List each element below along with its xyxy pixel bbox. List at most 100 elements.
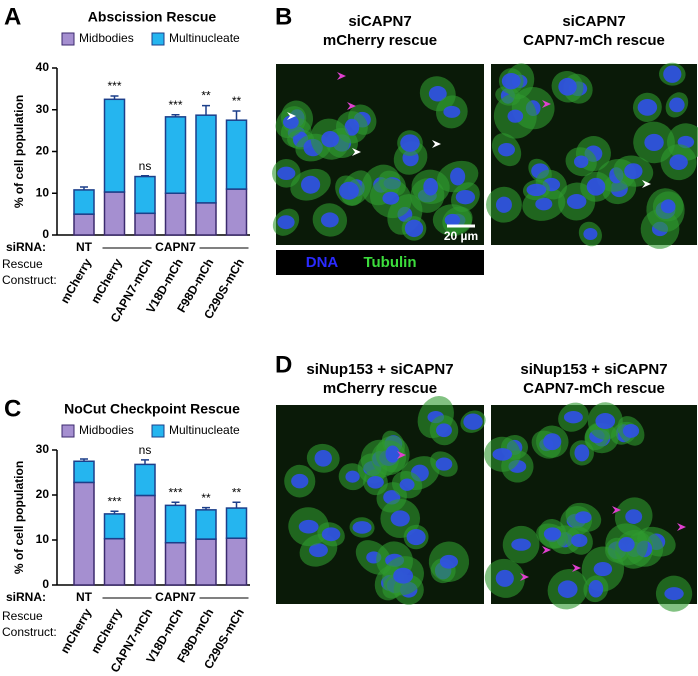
nucleus bbox=[345, 470, 360, 483]
bar-segment bbox=[103, 537, 126, 586]
nucleus bbox=[573, 155, 589, 168]
bar-segment bbox=[164, 116, 187, 194]
bar-segment bbox=[103, 513, 126, 540]
nucleus bbox=[283, 115, 299, 129]
micrograph bbox=[272, 64, 484, 245]
micrograph bbox=[276, 395, 486, 605]
error-bar bbox=[80, 458, 88, 462]
bar-segment bbox=[103, 191, 126, 236]
chart-title: NoCut Checkpoint Rescue bbox=[64, 401, 240, 417]
channel-label: Tubulin bbox=[363, 254, 416, 271]
y-tick-label: 0 bbox=[42, 577, 49, 591]
image-caption: siCAPN7 bbox=[348, 13, 411, 30]
arrowhead bbox=[287, 112, 296, 120]
legend-label: Midbodies bbox=[79, 31, 134, 45]
image-caption: CAPN7-mCh rescue bbox=[523, 380, 665, 397]
nucleus bbox=[443, 105, 461, 118]
legend-swatch bbox=[151, 32, 165, 46]
nucleus bbox=[404, 219, 424, 238]
error-bar bbox=[110, 95, 119, 100]
panel-label: B bbox=[275, 3, 292, 30]
nucleus bbox=[495, 196, 512, 213]
arrowhead bbox=[677, 523, 686, 531]
panel-label: A bbox=[4, 3, 21, 30]
y-tick-label: 10 bbox=[36, 185, 50, 199]
error-bar bbox=[171, 114, 180, 117]
arrowhead bbox=[520, 573, 529, 581]
y-axis-label: % of cell population bbox=[12, 461, 26, 574]
nucleus bbox=[575, 511, 592, 524]
error-bar bbox=[110, 510, 119, 514]
bar-segment bbox=[103, 98, 126, 193]
nucleus bbox=[314, 449, 332, 467]
row-label: siRNA: bbox=[6, 240, 46, 254]
nucleus bbox=[444, 213, 461, 227]
nucleus bbox=[291, 473, 309, 489]
nucleus bbox=[625, 509, 643, 524]
error-bar bbox=[232, 110, 241, 121]
legend-label: Multinucleate bbox=[169, 31, 240, 45]
nucleus bbox=[574, 444, 590, 462]
image-caption: siNup153 + siCAPN7 bbox=[520, 361, 667, 378]
bar-segment bbox=[195, 538, 217, 586]
nucleus bbox=[595, 413, 616, 430]
arrowhead bbox=[542, 100, 551, 108]
y-tick-label: 20 bbox=[36, 487, 50, 501]
row-label: Rescue bbox=[2, 257, 43, 271]
significance: *** bbox=[107, 494, 121, 508]
nucleus bbox=[583, 227, 598, 241]
bar-segment bbox=[225, 507, 248, 539]
significance: ** bbox=[232, 485, 242, 499]
panel-label: D bbox=[275, 351, 292, 378]
arrowhead bbox=[642, 180, 651, 188]
nucleus bbox=[498, 142, 515, 157]
significance: *** bbox=[168, 98, 182, 112]
row-label: Rescue bbox=[2, 609, 43, 623]
nucleus bbox=[298, 519, 319, 534]
significance: ** bbox=[232, 94, 242, 108]
image-caption: mCherry rescue bbox=[323, 32, 437, 49]
legend-swatch bbox=[151, 424, 165, 438]
nucleus bbox=[588, 580, 604, 598]
error-bar bbox=[171, 501, 180, 506]
nucleus bbox=[435, 457, 453, 471]
y-tick-label: 0 bbox=[42, 227, 49, 241]
nucleus bbox=[669, 97, 685, 113]
y-tick-label: 30 bbox=[36, 442, 50, 456]
nucleus bbox=[344, 118, 360, 136]
nucleus bbox=[428, 86, 447, 102]
y-tick-label: 40 bbox=[36, 60, 50, 74]
nucleus bbox=[507, 109, 524, 123]
arrowhead bbox=[432, 140, 441, 148]
micrograph bbox=[484, 402, 697, 612]
legend-label: Midbodies bbox=[79, 423, 134, 437]
nucleus bbox=[309, 543, 328, 558]
nucleus bbox=[382, 191, 400, 205]
nucleus bbox=[277, 215, 295, 230]
nucleus bbox=[622, 423, 640, 438]
nucleus bbox=[439, 554, 459, 569]
bar-segment bbox=[164, 541, 187, 586]
bar-segment bbox=[195, 202, 217, 236]
bar-segment bbox=[73, 481, 95, 586]
significance: ns bbox=[139, 443, 152, 457]
arrowhead bbox=[337, 72, 346, 80]
nucleus bbox=[543, 433, 562, 451]
nucleus bbox=[660, 199, 676, 214]
y-axis-label: % of cell population bbox=[12, 95, 26, 208]
image-caption: siNup153 + siCAPN7 bbox=[306, 361, 453, 378]
arrowhead bbox=[542, 546, 551, 554]
error-bar bbox=[202, 506, 210, 510]
chart-title: Abscission Rescue bbox=[88, 9, 217, 25]
channel-legend-box bbox=[276, 250, 484, 275]
row-label: siRNA: bbox=[6, 590, 46, 604]
error-bar bbox=[141, 174, 149, 177]
legend-label: Multinucleate bbox=[169, 423, 240, 437]
error-bar bbox=[80, 186, 88, 190]
group-label: CAPN7 bbox=[155, 590, 196, 604]
nucleus bbox=[558, 77, 577, 96]
nucleus bbox=[624, 163, 643, 180]
nucleus bbox=[526, 183, 547, 197]
bar-segment bbox=[164, 504, 187, 544]
